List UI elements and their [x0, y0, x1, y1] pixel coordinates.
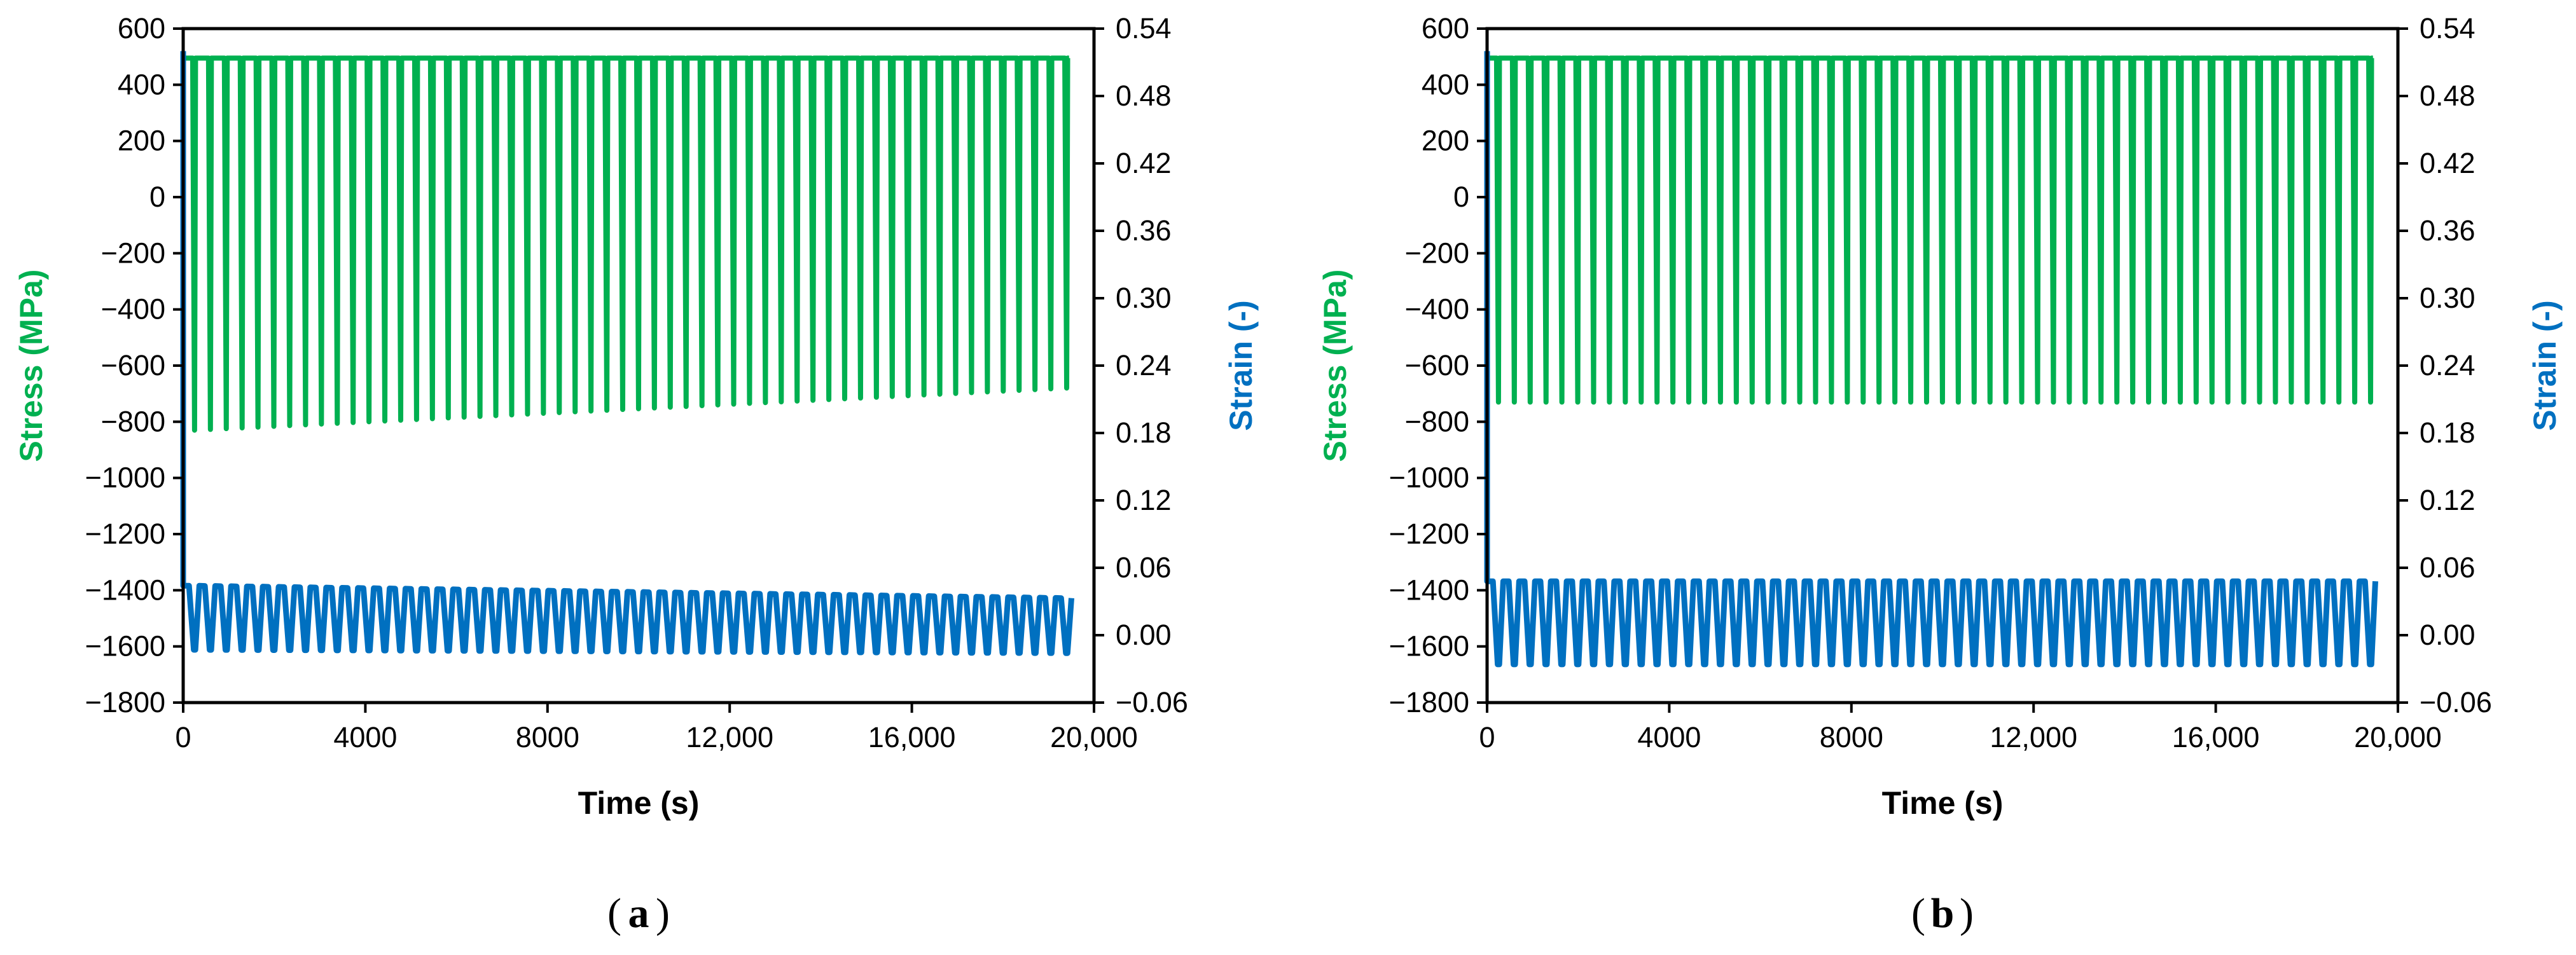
y-tick-label: −1200: [85, 518, 165, 550]
y-tick-label: −1200: [1389, 518, 1469, 550]
y-tick-label: −400: [1405, 293, 1469, 326]
x-tick-label: 16,000: [868, 721, 956, 753]
y2-tick-label: 0.42: [2420, 147, 2476, 179]
y2-tick-label: 0.06: [1116, 551, 1172, 584]
y2-tick-label: 0.18: [1116, 416, 1172, 449]
y2-tick-label: −0.06: [1116, 686, 1188, 718]
y-tick-label: −1800: [85, 686, 165, 718]
y-tick-label: 400: [1422, 68, 1469, 100]
y2-tick-label: 0.12: [2420, 484, 2476, 516]
x-tick-label: 0: [1479, 721, 1495, 753]
y2-tick-label: 0.54: [2420, 12, 2476, 45]
y-tick-label: −600: [101, 349, 165, 381]
x-tick-label: 12,000: [686, 721, 773, 753]
y-tick-label: −1800: [1389, 686, 1469, 718]
y-tick-label: −800: [1405, 405, 1469, 437]
x-tick-label: 16,000: [2172, 721, 2260, 753]
y2-tick-label: 0.18: [2420, 416, 2476, 449]
y2-axis-label-strain: Strain (-): [1223, 300, 1259, 431]
y2-tick-label: 0.12: [1116, 484, 1172, 516]
y2-tick-label: 0.30: [2420, 282, 2476, 314]
y-tick-label: −200: [101, 237, 165, 269]
y-tick-label: 200: [1422, 125, 1469, 157]
y-tick-label: −1000: [1389, 462, 1469, 494]
y-tick-label: 400: [118, 68, 165, 100]
y2-tick-label: 0.24: [1116, 349, 1172, 381]
x-tick-label: 4000: [1637, 721, 1701, 753]
y-tick-label: 600: [118, 12, 165, 45]
y2-axis-label-strain: Strain (-): [2527, 300, 2563, 431]
y-tick-label: −800: [101, 405, 165, 437]
y2-tick-label: −0.06: [2420, 686, 2492, 718]
y-tick-label: −400: [101, 293, 165, 326]
panel-label-b: ( b ): [1911, 890, 1974, 937]
series-strain-line: [180, 51, 1075, 656]
y-tick-label: 0: [149, 181, 165, 213]
y2-tick-label: 0.24: [2420, 349, 2476, 381]
y-tick-label: 200: [118, 125, 165, 157]
y-axis-label-stress: Stress (MPa): [1317, 270, 1353, 462]
y2-tick-label: 0.54: [1116, 12, 1172, 45]
series-layer: [180, 51, 1075, 656]
panel-label-open-paren: (: [1911, 890, 1925, 937]
x-tick-label: 8000: [1820, 721, 1883, 753]
y2-tick-label: 0.36: [1116, 214, 1172, 247]
panel-label-letter: b: [1931, 890, 1955, 937]
panel-label-a: ( a ): [607, 890, 670, 937]
y2-tick-label: 0.48: [1116, 79, 1172, 112]
axis-ticks: 600 400 200 0 −200 −400 −600 −800 −1000 −1200 −140…: [1389, 12, 2492, 753]
y-axis-label-stress: Stress (MPa): [13, 270, 49, 462]
y-tick-label: −1600: [1389, 630, 1469, 663]
y-tick-label: −600: [1405, 349, 1469, 381]
panel-label-close-paren: ): [1960, 890, 1974, 937]
x-tick-label: 4000: [333, 721, 397, 753]
panel-label-letter: a: [628, 890, 649, 937]
x-tick-label: 20,000: [2354, 721, 2442, 753]
series-strain-line: [1484, 51, 2379, 668]
x-axis-label: Time (s): [578, 785, 700, 821]
y2-tick-label: 0.00: [1116, 619, 1172, 651]
chart-panel-b: 600 400 200 0 −200 −400 −600 −800 −1000 −1200 −140…: [1317, 12, 2563, 937]
y-tick-label: −1000: [85, 462, 165, 494]
panel-label-open-paren: (: [607, 890, 621, 937]
y2-tick-label: 0.00: [2420, 619, 2476, 651]
x-tick-label: 8000: [516, 721, 579, 753]
y2-tick-label: 0.36: [2420, 214, 2476, 247]
x-tick-label: 0: [175, 721, 191, 753]
y2-tick-label: 0.30: [1116, 282, 1172, 314]
chart-panel-a: 600 400 200 0 −200 −400 −600 −800 −1000 −1200 −140…: [13, 12, 1259, 937]
y-tick-label: 0: [1453, 181, 1469, 213]
x-tick-label: 12,000: [1990, 721, 2077, 753]
y-tick-label: −200: [1405, 237, 1469, 269]
y-tick-label: −1400: [85, 574, 165, 606]
series-stress-line: [183, 55, 1070, 433]
x-axis-label: Time (s): [1882, 785, 2004, 821]
panel-label-close-paren: ): [656, 890, 670, 937]
x-tick-label: 20,000: [1050, 721, 1138, 753]
y2-tick-label: 0.06: [2420, 551, 2476, 584]
y-tick-label: −1400: [1389, 574, 1469, 606]
series-stress-line: [1487, 55, 2374, 405]
y-tick-label: 600: [1422, 12, 1469, 45]
series-layer: [1484, 51, 2379, 668]
axis-ticks: 600 400 200 0 −200 −400 −600 −800 −1000 −1200 −140…: [85, 12, 1188, 753]
y-tick-label: −1600: [85, 630, 165, 663]
y2-tick-label: 0.42: [1116, 147, 1172, 179]
y2-tick-label: 0.48: [2420, 79, 2476, 112]
